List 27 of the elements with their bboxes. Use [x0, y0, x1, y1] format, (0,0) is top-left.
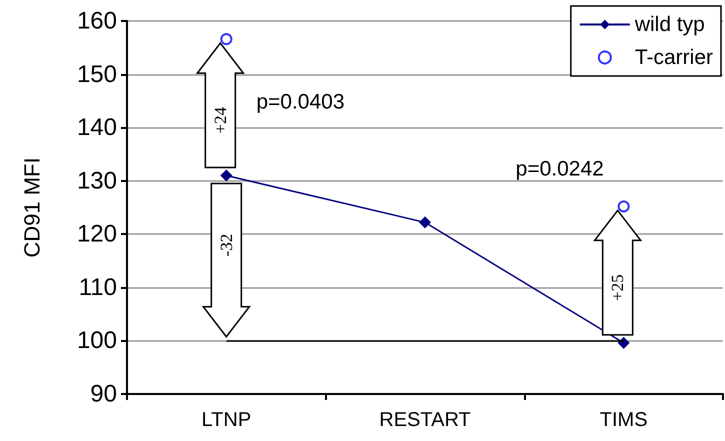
point: [618, 336, 630, 349]
y-tick-label: 110: [78, 274, 117, 301]
arrow: -32: [202, 182, 251, 338]
point: [419, 216, 431, 228]
legend-label: T-carrier: [634, 46, 714, 69]
x-tick-label: TIMS: [600, 409, 648, 431]
x-tick-label: LTNP: [202, 409, 252, 431]
annotation: +24: [210, 106, 230, 134]
y-axis-title: CD91 MFI: [20, 157, 44, 258]
legend-label: wild typ: [634, 13, 705, 36]
point: [220, 33, 232, 46]
y-tick-label: 140: [76, 114, 117, 142]
y-tick-label: 120: [76, 220, 117, 248]
point: [220, 170, 232, 182]
y-tick-label: 130: [76, 167, 117, 194]
y-tick-label: 160: [76, 8, 117, 34]
arrow: +25: [593, 209, 642, 336]
y-tick-label: 150: [76, 60, 117, 88]
y-tick-label: 90: [90, 380, 117, 408]
x-tick-label: RESTART: [379, 409, 471, 431]
annotation: +25: [608, 274, 628, 301]
y-tick-label: 100: [76, 327, 117, 354]
annotation: p=0.0403: [256, 90, 345, 114]
annotation: -32: [216, 234, 236, 256]
arrow: +24: [196, 42, 245, 168]
annotation: p=0.0242: [516, 158, 604, 181]
point: [618, 200, 630, 212]
